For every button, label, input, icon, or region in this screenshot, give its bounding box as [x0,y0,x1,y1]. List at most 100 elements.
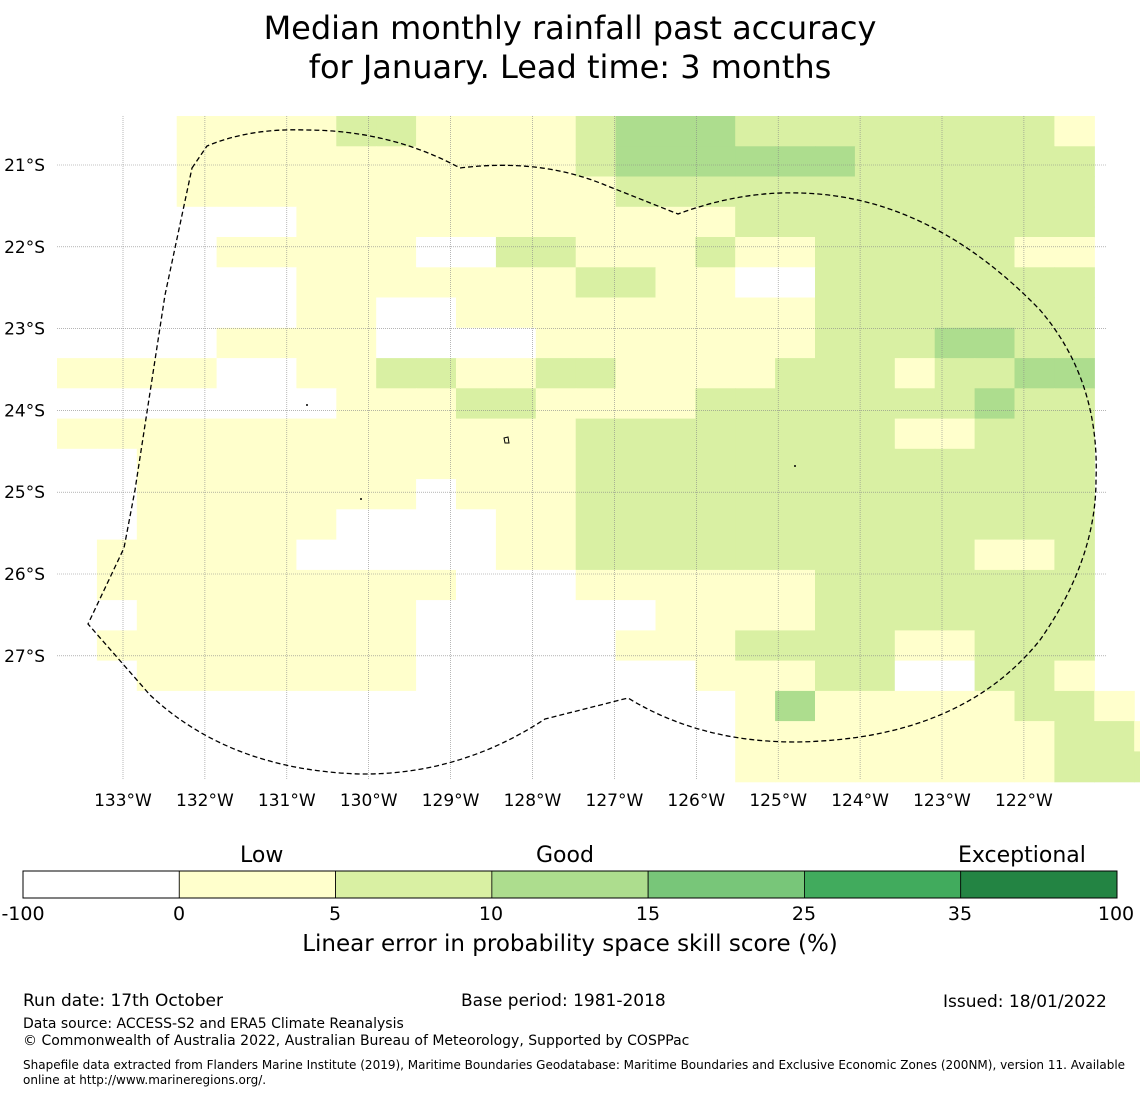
colorbar-frame [22,870,1118,899]
grid-cell [655,146,696,178]
grid-cell [136,660,178,692]
grid-cell [176,569,218,601]
grid-cell [176,630,218,662]
grid-cell [775,116,816,147]
grid-cell [815,116,856,147]
grid-cell [495,448,537,480]
grid-cell [894,358,936,389]
grid-cell [495,116,537,147]
grid-cell [894,690,936,722]
grid-cell [296,630,337,662]
grid-cell [535,751,577,783]
grid-cell [575,660,617,692]
grid-cell [216,176,258,208]
grid-cell [1054,176,1095,208]
grid-cell [854,569,896,601]
grid-cell [96,751,138,783]
grid-cell [96,176,138,208]
grid-cell [96,630,138,662]
grid-cell [1054,116,1095,147]
longitude-label: 131°W [258,791,316,811]
grid-cell [974,630,1016,662]
colorbar-segment [491,870,649,899]
grid-cell [575,297,617,329]
grid-cell [336,721,377,752]
grid-cell [695,327,736,359]
grid-cell [256,660,297,692]
grid-cell [256,116,297,147]
grid-cell [495,509,537,541]
grid-cell [296,388,337,420]
grid-cell [655,418,696,450]
colorbar-segment [804,870,962,899]
grid-cell [535,267,577,299]
grid-cell [535,116,577,147]
grid-cell [1014,297,1055,329]
grid-cell [775,660,816,692]
grid-cell [416,509,457,541]
grid-cell [256,509,297,541]
grid-cell [376,176,417,208]
grid-cell [1094,751,1135,783]
grid-cell [934,630,976,662]
grid-cell [176,146,218,178]
grid-cell [735,690,776,722]
colorbar-label-good: Good [536,843,594,868]
grid-cell [416,690,457,722]
grid-cell [296,176,337,208]
grid-cell [57,206,98,238]
grid-cell [96,721,138,752]
grid-cell [775,237,816,268]
grid-cell [336,690,377,722]
grid-cell [57,327,98,359]
grid-cell [575,237,617,268]
grid-cell [934,539,976,571]
grid-cell [216,569,258,601]
grid-cell [934,206,976,238]
grid-cell [57,569,98,601]
grid-cell [695,448,736,480]
grid-cell [655,569,696,601]
grid-cell [336,206,377,238]
grid-cell [136,267,178,299]
grid-cell [695,358,736,389]
grid-cell [376,297,417,329]
grid-cell [974,721,1016,752]
grid-cell [1054,539,1095,571]
grid-cell [176,539,218,571]
grid-cell [655,116,696,147]
grid-cell [894,569,936,601]
grid-cell [296,569,337,601]
grid-cell [296,237,337,268]
grid-cell [456,569,497,601]
grid-cell [655,327,696,359]
grid-cell [615,569,657,601]
grid-cell [96,116,138,147]
grid-cell [456,358,497,389]
grid-cell [535,630,577,662]
grid-cell [136,388,178,420]
copyright: © Commonwealth of Australia 2022, Austra… [23,1033,690,1049]
grid-cell [256,721,297,752]
grid-cell [1054,479,1095,510]
grid-cell [256,358,297,389]
island-outline [503,436,510,444]
grid-cell [216,479,258,510]
grid-cell [1094,690,1135,722]
island-dot [794,465,796,467]
grid-cell [336,600,377,631]
grid-cell [136,297,178,329]
grid-cell [934,479,976,510]
graticule [57,116,1106,780]
grid-cell [575,448,617,480]
grid-cell [376,721,417,752]
grid-cell [854,600,896,631]
grid-cell [1014,751,1055,783]
eez-boundary [87,129,1097,775]
grid-cell [456,660,497,692]
grid-cell [894,509,936,541]
grid-cell [136,358,178,389]
grid-cell [416,418,457,450]
grid-cell [775,388,816,420]
grid-cell [735,237,776,268]
